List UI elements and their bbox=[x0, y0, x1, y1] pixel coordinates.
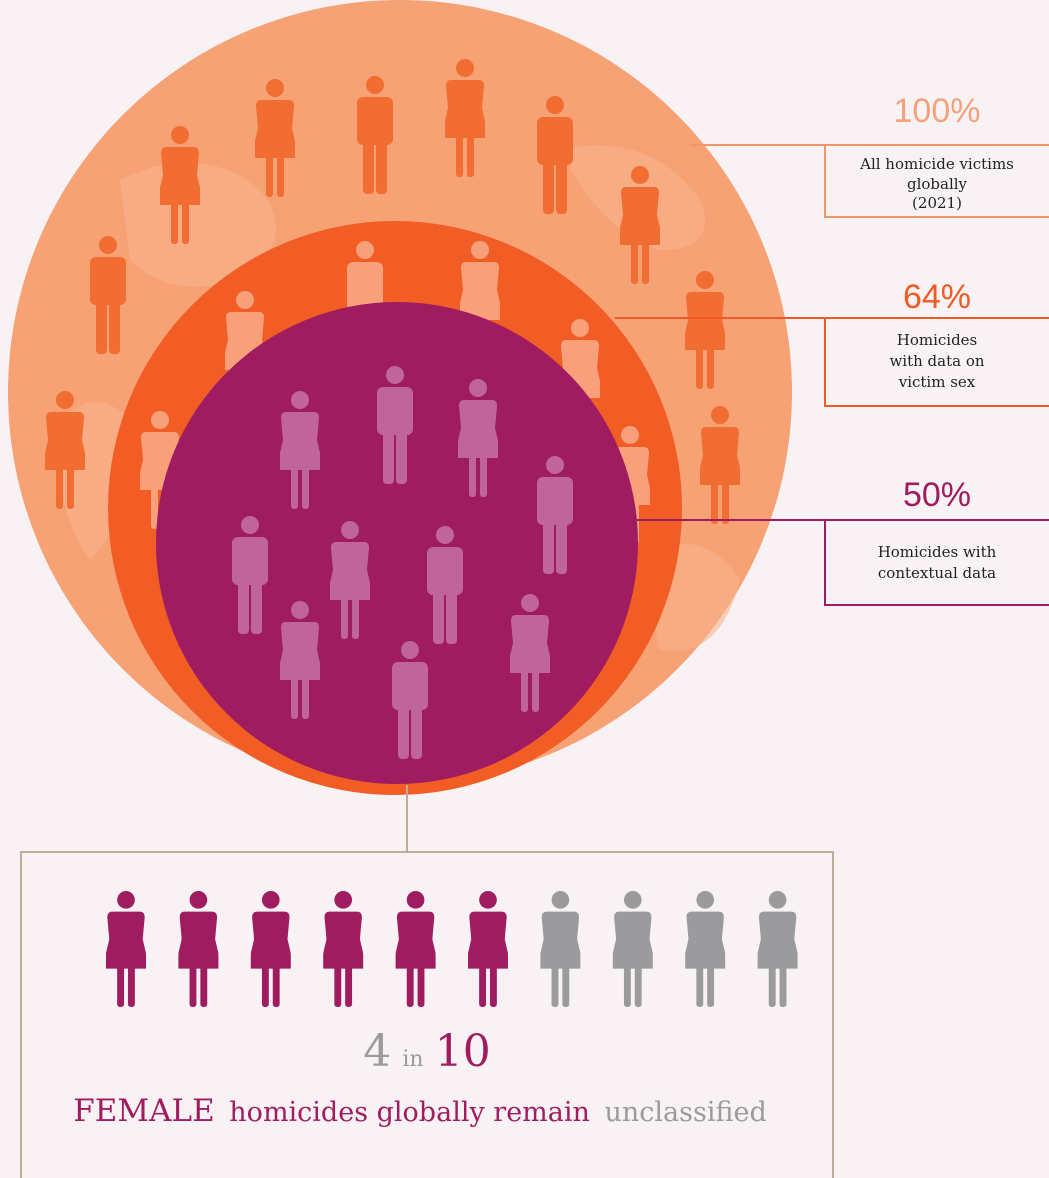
label-line: Homicides bbox=[897, 331, 978, 349]
person-icon bbox=[395, 890, 436, 1008]
person-icon bbox=[106, 890, 146, 1008]
count: 4 bbox=[363, 1026, 391, 1077]
label-line: globally bbox=[907, 175, 968, 193]
person-icon bbox=[468, 890, 508, 1008]
label-line: (2021) bbox=[912, 194, 962, 212]
summary-end: unclassified bbox=[605, 1097, 767, 1128]
callout-box bbox=[824, 519, 1049, 606]
emphasis: FEMALE bbox=[73, 1093, 214, 1129]
label-line: All homicide victims bbox=[859, 155, 1014, 173]
percent: 64% bbox=[903, 278, 971, 316]
label-line: Homicides with bbox=[878, 543, 997, 561]
label-line: victim sex bbox=[898, 373, 976, 391]
percent: 50% bbox=[903, 476, 971, 514]
connector-word: in bbox=[402, 1047, 423, 1072]
person-icon bbox=[323, 890, 364, 1008]
summary-middle: homicides globally remain bbox=[229, 1097, 590, 1128]
callout-50: 50% Homicides with contextual data bbox=[637, 476, 1049, 606]
total: 10 bbox=[435, 1026, 491, 1077]
person-icon bbox=[540, 890, 581, 1008]
summary-text: FEMALE homicides globally remain unclass… bbox=[73, 1093, 767, 1129]
callout-64: 64% Homicides with data on victim sex bbox=[615, 278, 1049, 407]
label-line: with data on bbox=[889, 352, 984, 370]
icon-row bbox=[106, 890, 798, 1008]
percent: 100% bbox=[894, 92, 981, 130]
land-texture bbox=[58, 145, 740, 652]
callout-100: 100% All homicide victims globally (2021… bbox=[690, 92, 1049, 218]
person-icon bbox=[178, 890, 219, 1008]
ratio: 4 in 10 bbox=[363, 1026, 490, 1077]
callout-box bbox=[824, 317, 1049, 407]
person-icon bbox=[757, 890, 798, 1008]
person-icon bbox=[685, 890, 726, 1008]
callout-box bbox=[824, 144, 1049, 218]
person-icon bbox=[250, 890, 291, 1008]
summary-box bbox=[20, 851, 834, 1178]
label-line: contextual data bbox=[878, 564, 996, 582]
person-icon bbox=[612, 890, 653, 1008]
